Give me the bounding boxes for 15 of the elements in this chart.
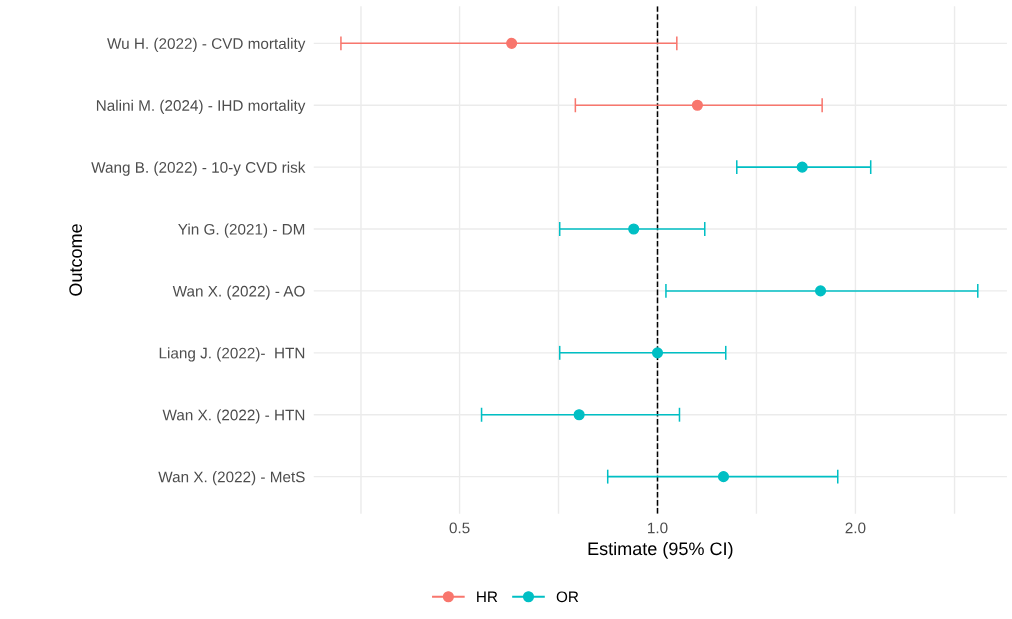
y-tick-label: Wang B. (2022) - 10-y CVD risk: [91, 161, 306, 176]
y-tick-label: Liang J. (2022)- HTN: [159, 347, 305, 362]
y-tick-label: Yin G. (2021) - DM: [178, 223, 305, 238]
y-tick-label: Nalini M. (2024) - IHD mortality: [96, 99, 306, 114]
y-tick-label: Wan X. (2022) - AO: [172, 285, 305, 300]
x-tick-label: 2.0: [845, 522, 866, 534]
x-tick-label: 0.5: [449, 522, 470, 534]
x-axis-title: Estimate (95% CI): [588, 541, 733, 559]
legend-label: OR: [556, 591, 579, 603]
y-tick-label: Wu H. (2022) - CVD mortality: [107, 37, 306, 53]
x-tick-label: 1.0: [648, 522, 668, 534]
y-tick-label: Wan X. (2022) - MetS: [158, 471, 305, 486]
y-axis-title: Outcome: [69, 224, 83, 296]
legend-label: HR: [477, 591, 498, 603]
y-tick-label: Wan X. (2022) - HTN: [162, 409, 305, 424]
